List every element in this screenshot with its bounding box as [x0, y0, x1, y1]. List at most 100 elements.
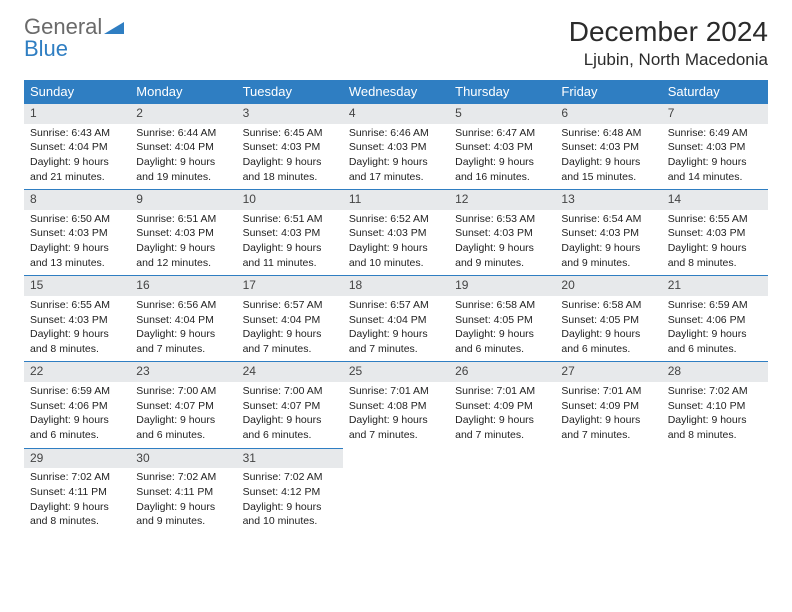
calendar-cell [449, 448, 555, 534]
sunrise-text: Sunrise: 6:57 AM [243, 299, 337, 313]
sunset-text: Sunset: 4:03 PM [349, 227, 443, 241]
daylight-text: and 7 minutes. [243, 343, 337, 357]
calendar-cell [555, 448, 661, 534]
daylight-text: and 9 minutes. [455, 257, 549, 271]
day-number: 15 [24, 276, 130, 296]
weekday-header: Wednesday [343, 80, 449, 104]
day-number: 17 [237, 276, 343, 296]
calendar-cell: 29Sunrise: 7:02 AMSunset: 4:11 PMDayligh… [24, 448, 130, 534]
calendar-cell: 17Sunrise: 6:57 AMSunset: 4:04 PMDayligh… [237, 276, 343, 362]
location-text: Ljubin, North Macedonia [569, 50, 768, 70]
weekday-header: Tuesday [237, 80, 343, 104]
daylight-text: and 21 minutes. [30, 171, 124, 185]
calendar-cell: 23Sunrise: 7:00 AMSunset: 4:07 PMDayligh… [130, 362, 236, 448]
day-number: 6 [555, 104, 661, 124]
day-body: Sunrise: 6:50 AMSunset: 4:03 PMDaylight:… [24, 210, 130, 276]
sunset-text: Sunset: 4:03 PM [243, 227, 337, 241]
calendar-cell [662, 448, 768, 534]
sunset-text: Sunset: 4:03 PM [668, 227, 762, 241]
daylight-text: Daylight: 9 hours [349, 156, 443, 170]
sunrise-text: Sunrise: 6:51 AM [243, 213, 337, 227]
sunrise-text: Sunrise: 6:48 AM [561, 127, 655, 141]
daylight-text: and 7 minutes. [349, 343, 443, 357]
sunrise-text: Sunrise: 6:59 AM [30, 385, 124, 399]
calendar-cell: 4Sunrise: 6:46 AMSunset: 4:03 PMDaylight… [343, 104, 449, 190]
weekday-header: Saturday [662, 80, 768, 104]
calendar-cell: 6Sunrise: 6:48 AMSunset: 4:03 PMDaylight… [555, 104, 661, 190]
sunrise-text: Sunrise: 6:58 AM [561, 299, 655, 313]
day-body: Sunrise: 7:01 AMSunset: 4:09 PMDaylight:… [449, 382, 555, 448]
daylight-text: and 6 minutes. [136, 429, 230, 443]
day-body: Sunrise: 6:59 AMSunset: 4:06 PMDaylight:… [24, 382, 130, 448]
daylight-text: Daylight: 9 hours [455, 414, 549, 428]
calendar-week-row: 29Sunrise: 7:02 AMSunset: 4:11 PMDayligh… [24, 448, 768, 534]
daylight-text: and 7 minutes. [455, 429, 549, 443]
daylight-text: and 14 minutes. [668, 171, 762, 185]
daylight-text: Daylight: 9 hours [136, 242, 230, 256]
daylight-text: and 16 minutes. [455, 171, 549, 185]
sunset-text: Sunset: 4:03 PM [668, 141, 762, 155]
sunrise-text: Sunrise: 7:02 AM [136, 471, 230, 485]
sunrise-text: Sunrise: 6:56 AM [136, 299, 230, 313]
daylight-text: Daylight: 9 hours [30, 501, 124, 515]
day-body: Sunrise: 7:00 AMSunset: 4:07 PMDaylight:… [237, 382, 343, 448]
calendar-cell: 19Sunrise: 6:58 AMSunset: 4:05 PMDayligh… [449, 276, 555, 362]
day-number: 2 [130, 104, 236, 124]
daylight-text: Daylight: 9 hours [243, 242, 337, 256]
title-block: December 2024 Ljubin, North Macedonia [569, 16, 768, 70]
day-body: Sunrise: 6:44 AMSunset: 4:04 PMDaylight:… [130, 124, 236, 190]
sunset-text: Sunset: 4:03 PM [349, 141, 443, 155]
day-body: Sunrise: 6:43 AMSunset: 4:04 PMDaylight:… [24, 124, 130, 190]
sunrise-text: Sunrise: 7:01 AM [561, 385, 655, 399]
daylight-text: Daylight: 9 hours [243, 328, 337, 342]
day-body: Sunrise: 7:02 AMSunset: 4:10 PMDaylight:… [662, 382, 768, 448]
calendar-cell: 25Sunrise: 7:01 AMSunset: 4:08 PMDayligh… [343, 362, 449, 448]
calendar-cell: 28Sunrise: 7:02 AMSunset: 4:10 PMDayligh… [662, 362, 768, 448]
calendar-header-row: Sunday Monday Tuesday Wednesday Thursday… [24, 80, 768, 104]
daylight-text: Daylight: 9 hours [243, 501, 337, 515]
brand-triangle-icon [104, 16, 124, 38]
day-body: Sunrise: 6:55 AMSunset: 4:03 PMDaylight:… [662, 210, 768, 276]
calendar-cell: 15Sunrise: 6:55 AMSunset: 4:03 PMDayligh… [24, 276, 130, 362]
day-number: 18 [343, 276, 449, 296]
day-body: Sunrise: 6:47 AMSunset: 4:03 PMDaylight:… [449, 124, 555, 190]
month-title: December 2024 [569, 16, 768, 48]
daylight-text: and 15 minutes. [561, 171, 655, 185]
sunset-text: Sunset: 4:10 PM [668, 400, 762, 414]
calendar-cell: 9Sunrise: 6:51 AMSunset: 4:03 PMDaylight… [130, 190, 236, 276]
day-number: 27 [555, 362, 661, 382]
daylight-text: and 11 minutes. [243, 257, 337, 271]
sunrise-text: Sunrise: 6:43 AM [30, 127, 124, 141]
day-body: Sunrise: 6:48 AMSunset: 4:03 PMDaylight:… [555, 124, 661, 190]
daylight-text: Daylight: 9 hours [561, 414, 655, 428]
day-body: Sunrise: 6:58 AMSunset: 4:05 PMDaylight:… [449, 296, 555, 362]
day-body: Sunrise: 6:51 AMSunset: 4:03 PMDaylight:… [237, 210, 343, 276]
daylight-text: and 9 minutes. [136, 515, 230, 529]
daylight-text: Daylight: 9 hours [136, 328, 230, 342]
day-number: 19 [449, 276, 555, 296]
weekday-header: Sunday [24, 80, 130, 104]
day-number: 28 [662, 362, 768, 382]
daylight-text: and 17 minutes. [349, 171, 443, 185]
day-body: Sunrise: 6:56 AMSunset: 4:04 PMDaylight:… [130, 296, 236, 362]
day-number: 21 [662, 276, 768, 296]
day-number: 13 [555, 190, 661, 210]
sunset-text: Sunset: 4:09 PM [455, 400, 549, 414]
sunset-text: Sunset: 4:11 PM [30, 486, 124, 500]
calendar-cell [343, 448, 449, 534]
calendar-week-row: 22Sunrise: 6:59 AMSunset: 4:06 PMDayligh… [24, 362, 768, 448]
daylight-text: Daylight: 9 hours [30, 242, 124, 256]
day-number: 5 [449, 104, 555, 124]
sunrise-text: Sunrise: 7:02 AM [243, 471, 337, 485]
day-body: Sunrise: 6:49 AMSunset: 4:03 PMDaylight:… [662, 124, 768, 190]
calendar-week-row: 8Sunrise: 6:50 AMSunset: 4:03 PMDaylight… [24, 190, 768, 276]
sunrise-text: Sunrise: 6:49 AM [668, 127, 762, 141]
calendar-cell: 22Sunrise: 6:59 AMSunset: 4:06 PMDayligh… [24, 362, 130, 448]
sunset-text: Sunset: 4:04 PM [136, 314, 230, 328]
calendar-cell: 12Sunrise: 6:53 AMSunset: 4:03 PMDayligh… [449, 190, 555, 276]
daylight-text: and 6 minutes. [243, 429, 337, 443]
day-number: 25 [343, 362, 449, 382]
day-number: 7 [662, 104, 768, 124]
sunset-text: Sunset: 4:03 PM [243, 141, 337, 155]
sunrise-text: Sunrise: 6:45 AM [243, 127, 337, 141]
